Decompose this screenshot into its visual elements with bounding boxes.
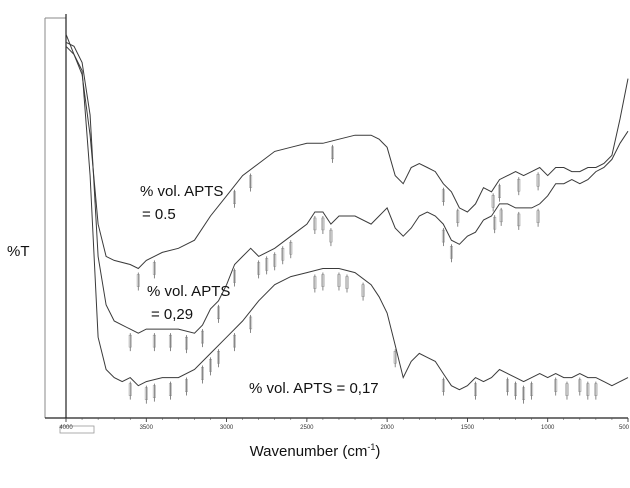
peak-marker-label <box>337 274 341 287</box>
peak-marker-label <box>441 229 445 243</box>
x-axis-ticks: 4000 3500 3000 2500 2000 1500 1000 500 <box>59 418 630 431</box>
peak-marker-label <box>578 379 582 392</box>
peak-marker-label <box>136 274 140 287</box>
peak-marker-label <box>144 387 148 400</box>
peak-marker-label <box>249 175 253 188</box>
peak-marker-label <box>441 189 445 202</box>
x-axis-label-superscript: -1 <box>367 442 376 452</box>
peak-marker-label <box>281 248 285 261</box>
peak-marker-label <box>152 334 156 348</box>
peak-marker-label <box>201 367 204 380</box>
x-axis-label-close: ) <box>375 443 381 460</box>
peak-marker-label <box>217 351 220 364</box>
peak-marker-label <box>536 210 540 223</box>
peak-marker-label <box>257 262 261 275</box>
plot-frame <box>44 14 628 434</box>
peak-marker-label <box>498 185 501 198</box>
peak-marker-label <box>331 146 334 160</box>
series-label-apts-0.29: % vol. APTS = 0,29 <box>147 280 230 326</box>
series-line-0 <box>65 34 629 270</box>
peak-marker-label <box>185 379 188 392</box>
peak-marker-label <box>586 383 590 396</box>
peak-marker-label <box>594 383 598 396</box>
series-line-2 <box>65 45 629 391</box>
peak-marker-label <box>493 216 497 230</box>
peak-marker-label <box>128 383 132 396</box>
peak-marker-label <box>449 246 453 259</box>
peak-marker-label <box>517 213 521 227</box>
peak-marker-label <box>506 379 509 392</box>
peak-marker-label <box>249 316 253 330</box>
peak-marker-label <box>499 209 503 223</box>
x-axis-label-text: Wavenumber (cm <box>249 443 368 460</box>
peak-marker-label <box>233 191 236 204</box>
peak-marker-label <box>565 383 569 396</box>
peak-marker-label <box>361 284 365 297</box>
peak-marker-label <box>514 383 518 396</box>
peak-marker-label <box>265 258 269 271</box>
peak-marker-label <box>209 359 212 372</box>
peak-marker-label <box>233 270 236 283</box>
peak-marker-label <box>321 274 325 287</box>
series-group <box>65 34 629 391</box>
peak-marker-label <box>273 254 277 267</box>
x-tick-label: 2500 <box>300 425 314 431</box>
x-tick-label: 2000 <box>380 425 394 431</box>
x-tick-label: 4000 <box>59 425 73 431</box>
peak-marker-label <box>168 334 172 348</box>
x-tick-label: 500 <box>619 425 630 431</box>
peak-marker-label <box>289 241 293 255</box>
peak-marker-label <box>321 217 325 231</box>
series-label-line: = 0.5 <box>142 206 176 223</box>
x-axis-label: Wavenumber (cm-1) <box>0 442 630 460</box>
series-label-apts-0.5: % vol. APTS = 0.5 <box>140 180 223 226</box>
peak-marker-label <box>393 351 397 364</box>
x-tick-label: 3000 <box>220 425 234 431</box>
x-tick-label: 1500 <box>461 425 475 431</box>
peak-marker-label <box>233 334 236 348</box>
peak-marker-label <box>474 383 477 396</box>
peak-marker-label <box>185 336 188 350</box>
series-line-1 <box>65 41 629 334</box>
peak-marker-label <box>345 276 349 289</box>
series-label-line: % vol. APTS <box>140 183 224 200</box>
peak-marker-label <box>554 379 558 392</box>
peak-marker-label <box>128 334 132 348</box>
peak-marker-label <box>456 210 460 223</box>
x-tick-label: 1000 <box>541 425 555 431</box>
peak-marker-label <box>313 276 317 289</box>
peak-marker-label <box>152 385 156 398</box>
peak-marker-label <box>517 178 521 192</box>
series-label-line: % vol. APTS = 0,17 <box>249 380 379 397</box>
peak-marker-label <box>522 387 526 400</box>
series-label-line: % vol. APTS <box>147 283 231 300</box>
x-tick-label: 3500 <box>140 425 154 431</box>
series-label-line: = 0,29 <box>151 306 194 323</box>
peak-markers <box>128 144 598 404</box>
peak-marker-label <box>217 306 220 320</box>
peak-marker-label <box>152 262 156 275</box>
peak-marker-label <box>329 229 333 243</box>
scale-bracket <box>59 425 95 434</box>
y-axis-label: %T <box>7 243 30 260</box>
peak-marker-label <box>441 379 445 392</box>
peak-marker-label <box>201 330 204 344</box>
series-label-apts-0.17: % vol. APTS = 0,17 <box>249 377 379 400</box>
peak-marker-label <box>530 383 534 396</box>
peak-marker-label <box>491 195 495 208</box>
peak-marker-label <box>168 383 172 396</box>
peak-marker-label <box>536 174 540 187</box>
peak-marker-label <box>313 217 317 231</box>
